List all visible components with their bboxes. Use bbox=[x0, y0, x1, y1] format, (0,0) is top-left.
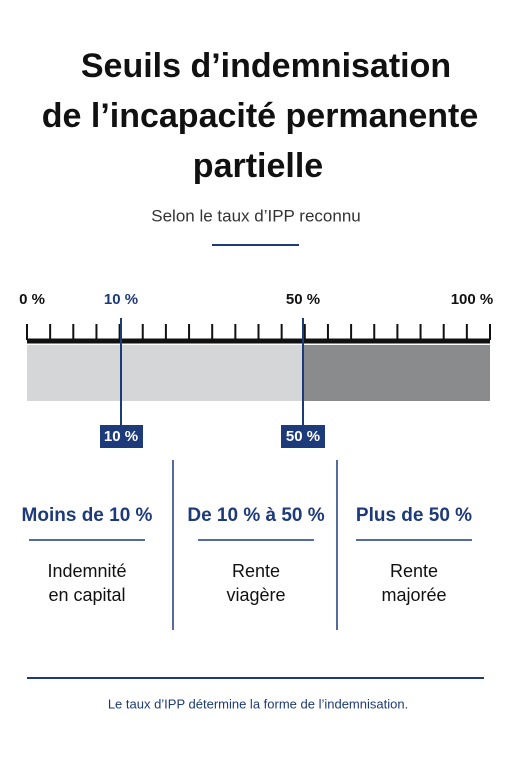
marker-box bbox=[281, 425, 325, 448]
title-line: partielle bbox=[193, 147, 323, 185]
title-line: de l’incapacité permanente bbox=[42, 97, 479, 135]
column-text: Indemnité bbox=[47, 561, 126, 581]
scale-label: 100 % bbox=[451, 291, 494, 308]
column-heading: Plus de 50 % bbox=[356, 505, 472, 526]
column-text: majorée bbox=[381, 585, 446, 605]
scale-label: 10 % bbox=[104, 291, 138, 308]
columns: Moins de 10 % Indemnité en capital De 10 % … bbox=[22, 505, 473, 605]
column-text: Rente bbox=[232, 561, 280, 581]
column-text: viagère bbox=[226, 585, 285, 605]
subtitle: Selon le taux d’IPP reconnu bbox=[151, 206, 361, 225]
marker-label: 50 % bbox=[286, 428, 320, 445]
title-line: Seuils d’indemnisation bbox=[81, 47, 451, 85]
marker-label: 10 % bbox=[104, 428, 138, 445]
scale-label: 50 % bbox=[286, 291, 320, 308]
column-heading: De 10 % à 50 % bbox=[187, 505, 324, 526]
column-heading: Moins de 10 % bbox=[22, 505, 153, 526]
ruler-ticks bbox=[26, 324, 491, 340]
column-text: en capital bbox=[48, 585, 125, 605]
scale-label: 0 % bbox=[19, 291, 45, 308]
column-text: Rente bbox=[390, 561, 438, 581]
scale-segment bbox=[303, 345, 490, 401]
scale-segment bbox=[27, 345, 303, 401]
marker-box bbox=[100, 425, 143, 448]
footer: Le taux d’IPP détermine la forme de l’in… bbox=[108, 696, 408, 711]
